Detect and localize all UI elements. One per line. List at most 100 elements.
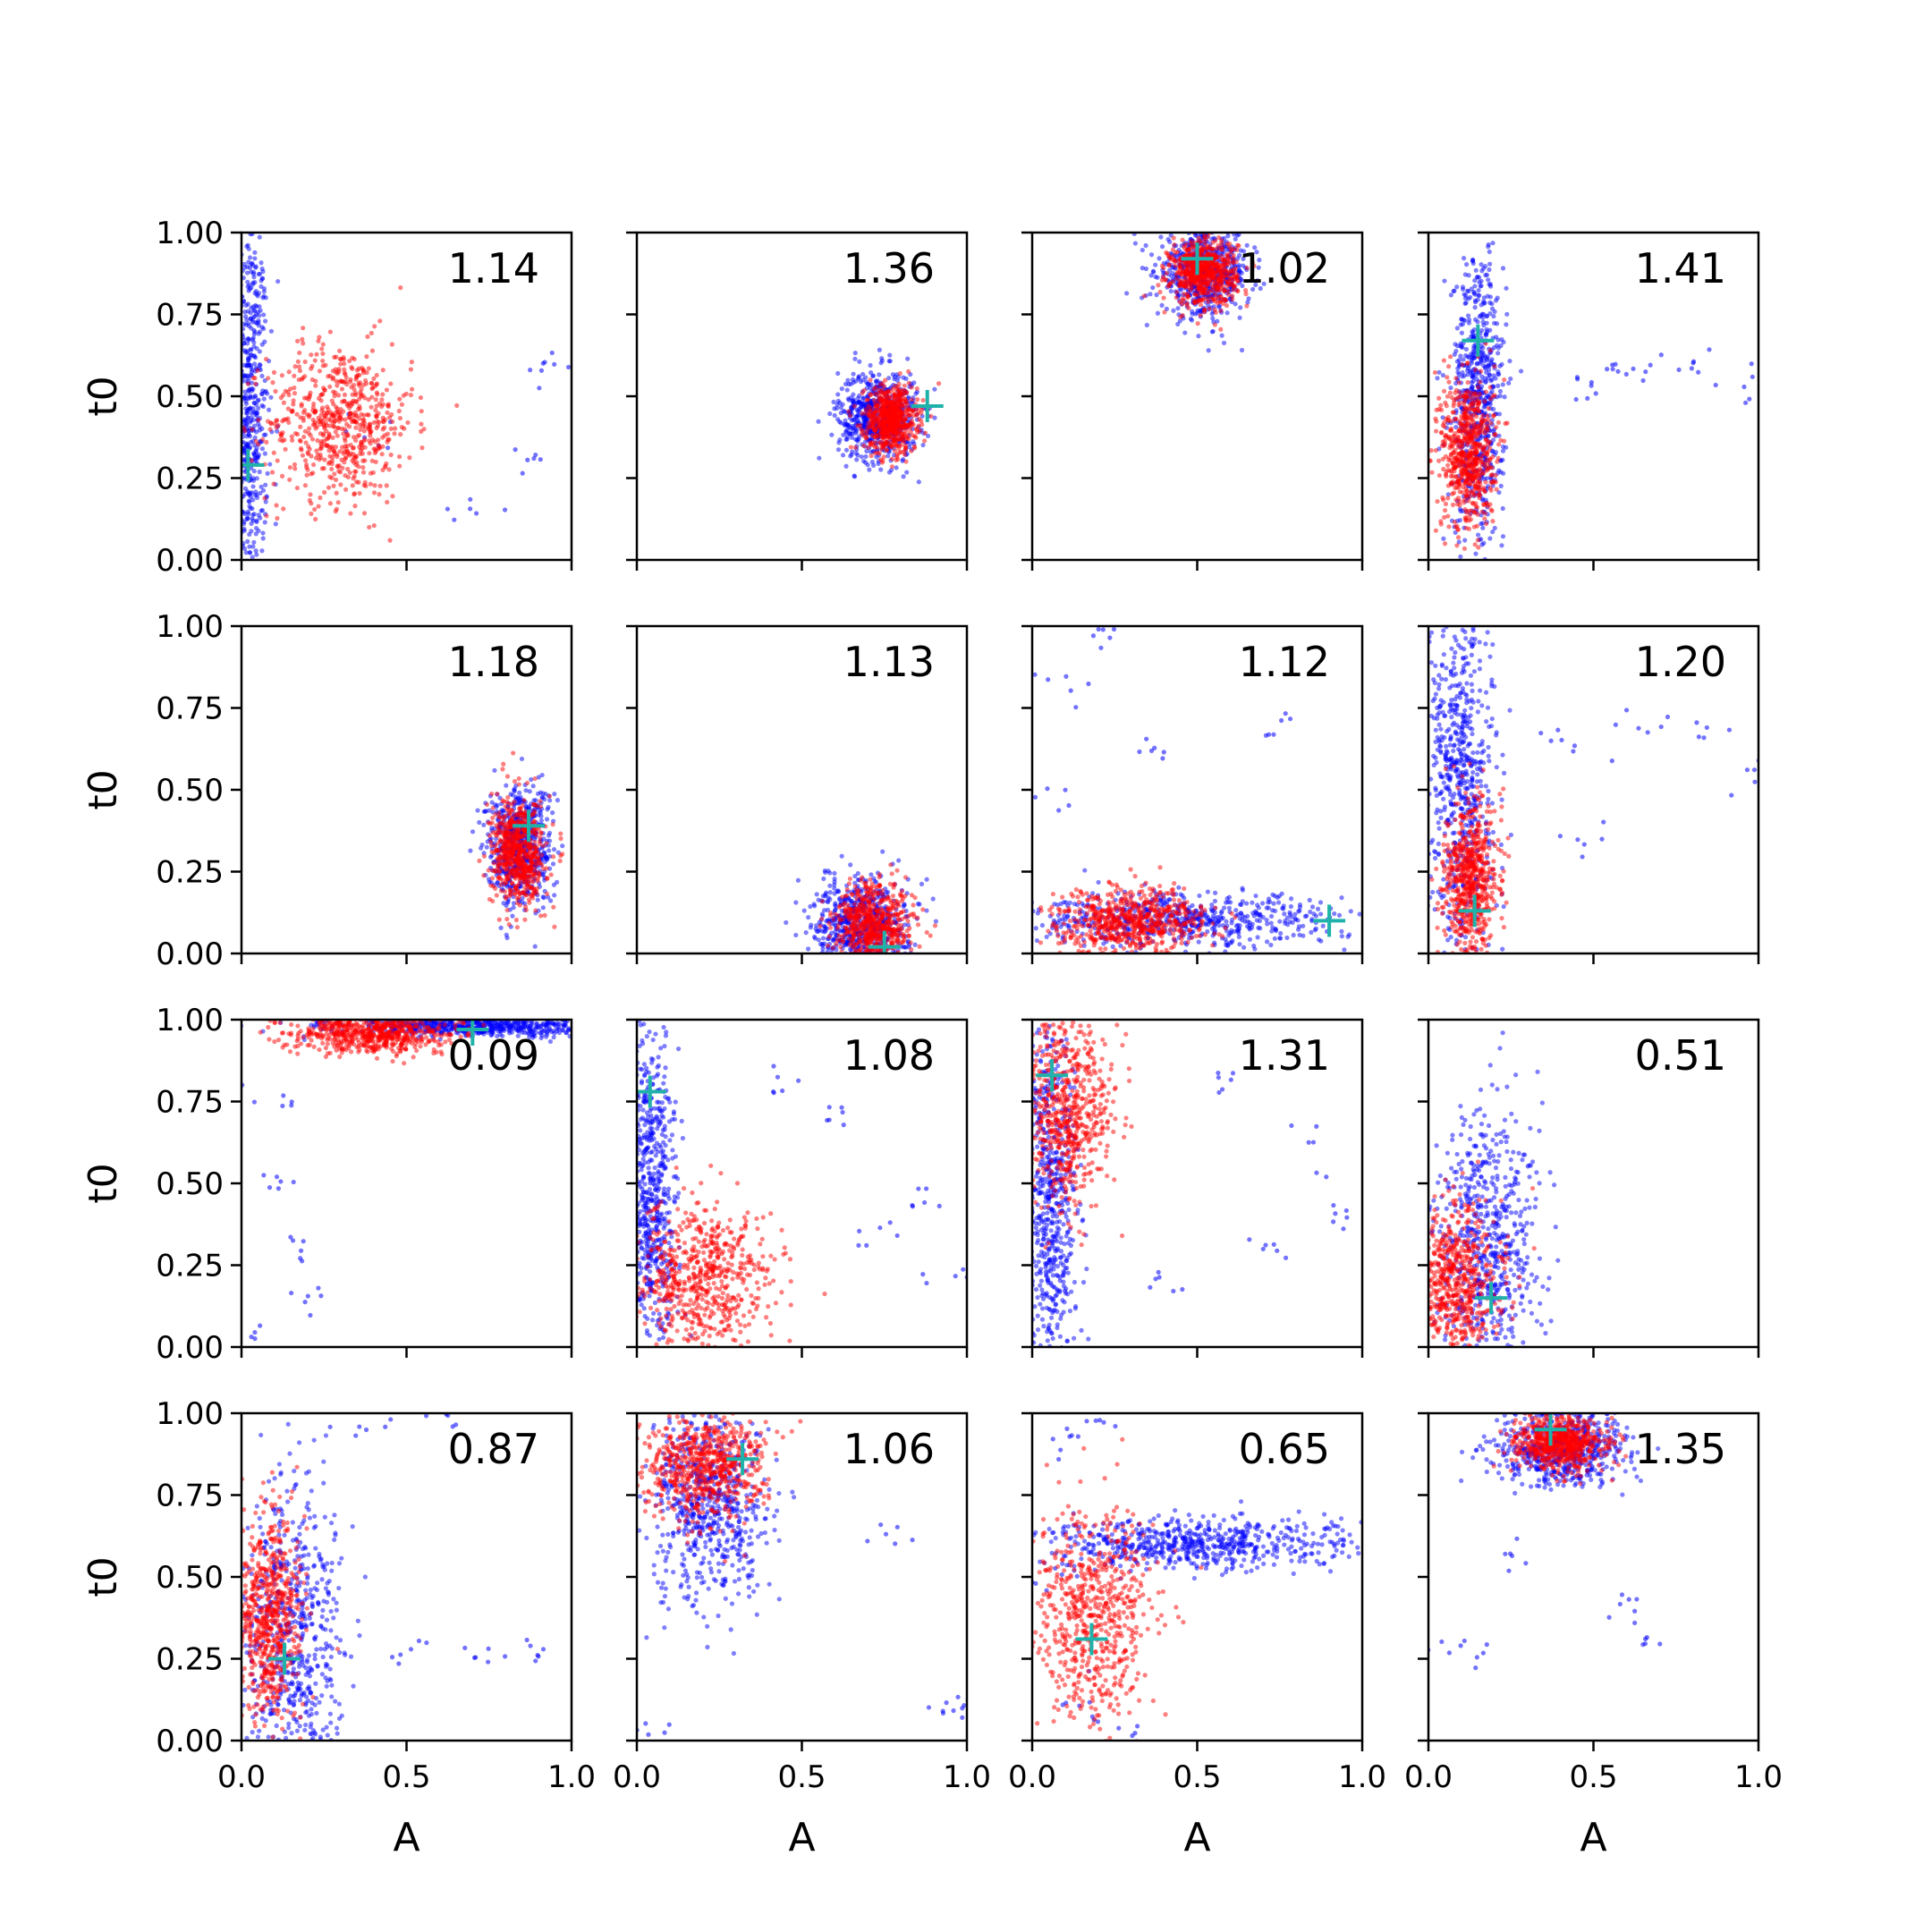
red-point [297,350,302,356]
blue-point [1253,282,1258,288]
blue-point [250,478,257,483]
blue-point [225,456,229,461]
blue-point [843,421,849,427]
blue-point [914,389,920,394]
red-point [877,439,883,445]
blue-point [234,450,239,454]
red-point [901,424,906,429]
blue-point [235,582,240,587]
blue-point [1453,424,1459,430]
blue-point [229,438,233,443]
red-point [1483,341,1488,346]
blue-point [236,465,241,470]
blue-point [275,428,280,434]
blue-point [1458,353,1463,359]
red-point [1219,253,1224,258]
blue-point [1463,352,1469,359]
scatter-panel: 1.02 [1021,200,1364,571]
red-point [334,378,339,384]
blue-point [911,380,917,386]
red-point [1198,263,1204,268]
blue-point [1198,227,1202,232]
red-point [304,462,309,468]
blue-point [1222,211,1226,216]
blue-point [257,304,262,309]
blue-point [1455,366,1461,371]
red-point [895,456,901,462]
blue-point [1506,380,1512,386]
red-point [332,419,337,424]
red-point [893,396,898,402]
red-point [336,393,342,398]
blue-point [242,299,247,304]
blue-point [244,566,249,571]
red-point [322,442,327,447]
blue-point [231,240,235,244]
red-point [342,392,348,397]
red-point [374,412,379,418]
blue-point [1181,200,1185,205]
red-point [890,412,895,418]
red-point [331,483,336,488]
blue-point [1224,310,1230,316]
red-point [884,447,889,453]
red-point [1479,509,1485,514]
red-point [275,418,280,423]
red-point [380,415,386,420]
blue-point [233,319,237,324]
blue-point [1465,368,1470,373]
red-point [295,359,301,364]
blue-point [243,550,249,555]
blue-point [1487,249,1492,255]
red-point [264,513,269,519]
blue-point [1493,298,1499,303]
red-point [1223,297,1228,302]
blue-point [1477,275,1482,280]
red-point [1162,309,1167,315]
blue-point [1436,369,1442,375]
blue-point [261,326,267,332]
blue-point [268,394,274,400]
blue-point [1749,361,1754,367]
blue-point [261,293,267,299]
blue-point [1741,384,1747,390]
red-point [250,427,255,432]
blue-point [858,402,864,407]
blue-point [1454,284,1460,290]
red-point [307,412,312,418]
blue-point [851,380,856,386]
red-point [396,408,402,414]
red-point [909,385,914,390]
red-point [848,445,854,450]
blue-point [246,680,250,684]
red-point [873,385,878,390]
red-point [1178,270,1183,275]
blue-point [225,423,230,428]
red-point [1199,239,1204,244]
blue-point [260,530,266,536]
red-point [340,465,345,470]
red-point [906,380,911,386]
blue-point [901,474,906,479]
blue-point [843,447,850,453]
blue-point [1713,382,1718,388]
blue-point [837,437,843,443]
blue-point [227,472,232,477]
blue-point [247,491,252,497]
blue-point [1500,448,1506,453]
blue-point [225,293,229,298]
blue-point [843,381,849,387]
blue-point [860,395,866,401]
red-point [905,432,911,437]
blue-point [1140,266,1145,271]
blue-point [255,174,259,178]
red-point [903,391,909,396]
blue-point [259,391,265,397]
red-point [1190,285,1195,291]
red-point [371,446,377,452]
red-point [370,437,376,443]
blue-point [1504,445,1509,450]
red-point [310,404,316,410]
red-point [1182,243,1187,249]
blue-point [867,382,872,387]
